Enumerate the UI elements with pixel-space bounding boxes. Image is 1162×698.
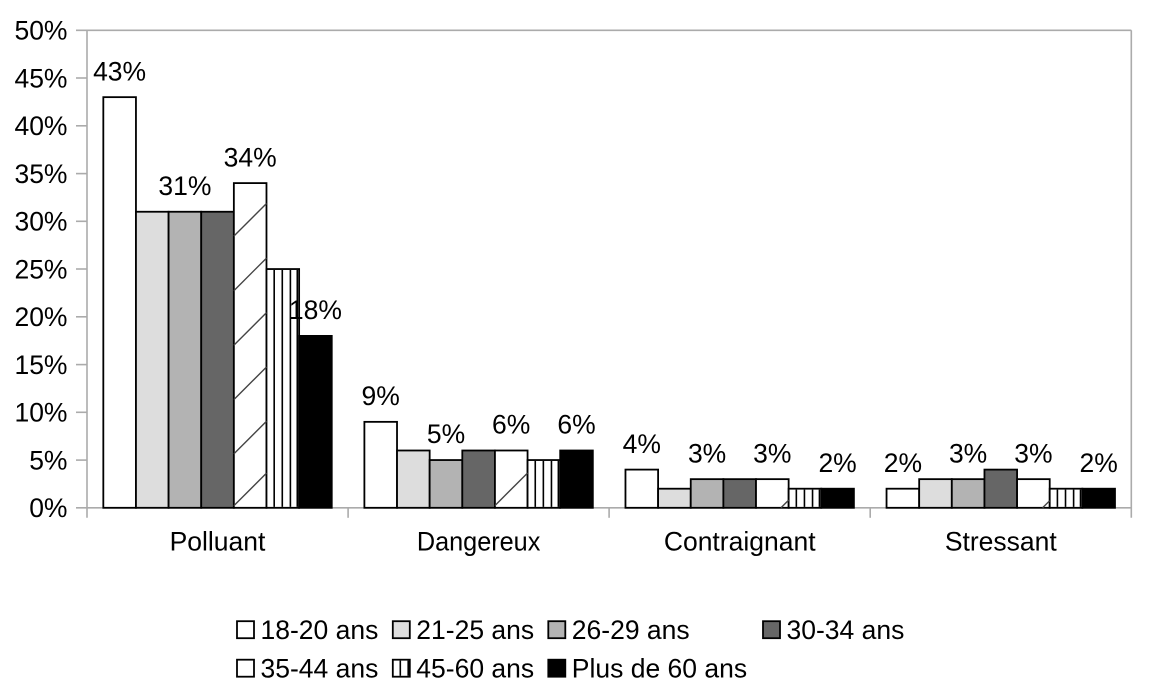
svg-text:30-34 ans: 30-34 ans	[787, 615, 905, 645]
svg-text:Polluant: Polluant	[170, 527, 266, 557]
svg-text:Contraignant: Contraignant	[664, 527, 816, 557]
svg-text:21-25 ans: 21-25 ans	[416, 615, 534, 645]
svg-text:43%: 43%	[93, 56, 146, 86]
svg-text:4%: 4%	[623, 429, 661, 459]
svg-text:10%: 10%	[14, 398, 67, 428]
svg-text:2%: 2%	[884, 448, 922, 478]
svg-text:25%: 25%	[14, 254, 67, 284]
svg-text:2%: 2%	[818, 448, 856, 478]
svg-text:5%: 5%	[427, 419, 465, 449]
svg-text:15%: 15%	[14, 350, 67, 380]
svg-text:18-20 ans: 18-20 ans	[261, 615, 379, 645]
svg-text:30%: 30%	[14, 207, 67, 237]
svg-text:31%: 31%	[158, 171, 211, 201]
svg-text:20%: 20%	[14, 302, 67, 332]
svg-text:Dangereux: Dangereux	[417, 527, 541, 557]
svg-text:3%: 3%	[949, 438, 987, 468]
svg-text:6%: 6%	[492, 410, 530, 440]
svg-text:35-44 ans: 35-44 ans	[261, 654, 379, 684]
svg-text:5%: 5%	[29, 445, 67, 475]
svg-text:35%: 35%	[14, 159, 67, 189]
svg-text:45%: 45%	[14, 63, 67, 93]
svg-text:6%: 6%	[557, 410, 595, 440]
svg-text:45-60 ans: 45-60 ans	[416, 654, 534, 684]
svg-text:3%: 3%	[688, 438, 726, 468]
svg-text:0%: 0%	[29, 493, 67, 523]
svg-text:18%: 18%	[289, 295, 342, 325]
svg-text:40%: 40%	[14, 111, 67, 141]
svg-text:50%: 50%	[14, 16, 67, 46]
svg-text:Plus de 60 ans: Plus de 60 ans	[572, 654, 747, 684]
svg-text:26-29 ans: 26-29 ans	[572, 615, 690, 645]
svg-text:Stressant: Stressant	[945, 527, 1058, 557]
svg-text:9%: 9%	[362, 381, 400, 411]
svg-text:3%: 3%	[1014, 438, 1052, 468]
svg-text:3%: 3%	[753, 438, 791, 468]
svg-text:34%: 34%	[224, 142, 277, 172]
svg-text:2%: 2%	[1080, 448, 1118, 478]
